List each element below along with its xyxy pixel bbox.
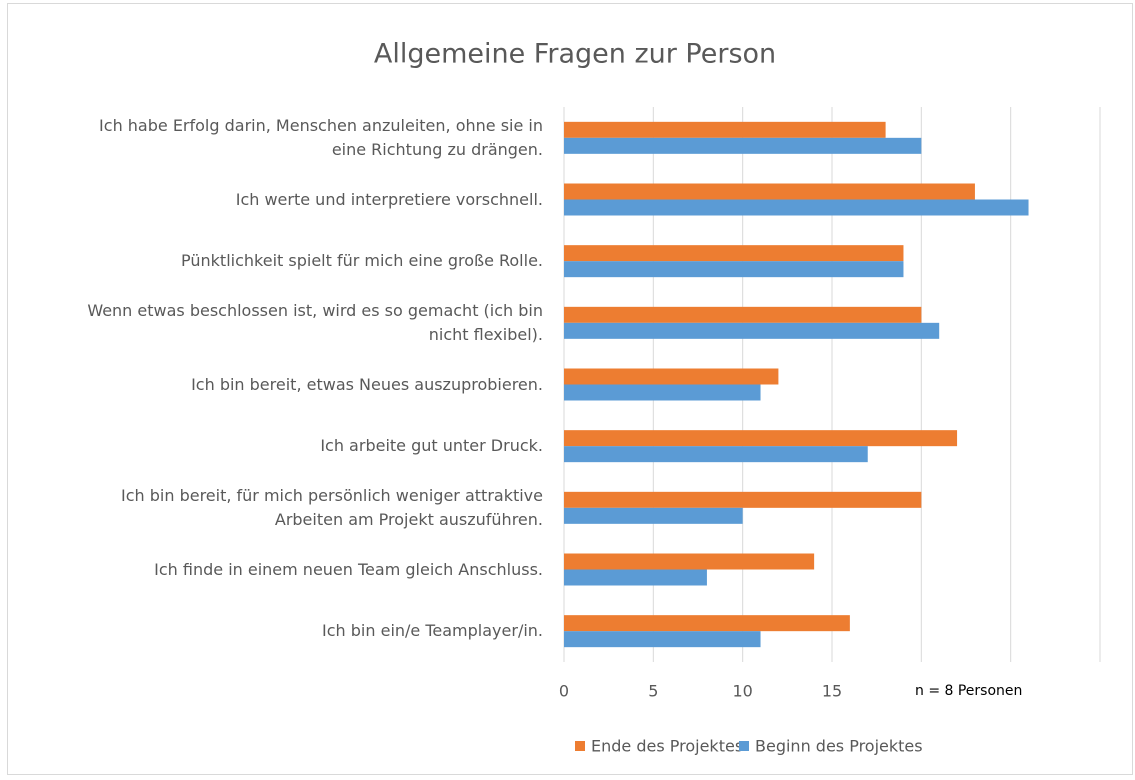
y-tick-label: Pünktlichkeit spielt für mich eine große…: [181, 251, 543, 271]
bar: [564, 183, 975, 200]
bar: [564, 491, 922, 508]
bar: [564, 631, 761, 648]
legend-label: Ende des Projektes: [591, 737, 743, 756]
bar: [564, 430, 958, 447]
bar: [564, 199, 1029, 216]
legend-label: Beginn des Projektes: [755, 737, 923, 756]
bar: [564, 322, 940, 339]
y-tick-label: Ich arbeite gut unter Druck.: [320, 436, 543, 456]
y-tick-label: Ich werte und interpretiere vorschnell.: [235, 189, 543, 209]
bar: [564, 615, 850, 632]
y-tick-label: Wenn etwas beschlossen ist, wird es so g…: [87, 300, 543, 344]
bar: [564, 569, 707, 586]
bar: [564, 137, 922, 154]
bar: [564, 507, 743, 524]
y-tick-label: Ich bin bereit, für mich persönlich weni…: [121, 485, 543, 529]
chart-title: Allgemeine Fragen zur Person: [374, 39, 776, 70]
annotation: n = 8 Personen: [915, 683, 1022, 699]
x-tick-label: 5: [648, 682, 658, 701]
bar: [564, 121, 886, 138]
bar: [564, 306, 922, 323]
y-tick-label: Ich finde in einem neuen Team gleich Ans…: [154, 559, 543, 579]
y-tick-label: Ich habe Erfolg darin, Menschen anzuleit…: [99, 115, 543, 159]
bar: [564, 368, 779, 385]
legend-swatch: [739, 741, 749, 751]
y-tick-label: Ich bin ein/e Teamplayer/in.: [322, 621, 543, 641]
bar: [564, 384, 761, 401]
legend-swatch: [575, 741, 585, 751]
bar: [564, 446, 868, 463]
x-tick-label: 15: [822, 682, 842, 701]
bar: [564, 261, 904, 278]
y-tick-label: Ich bin bereit, etwas Neues auszuprobier…: [191, 374, 543, 394]
bar: [564, 245, 904, 262]
x-tick-label: 10: [732, 682, 752, 701]
x-tick-label: 0: [559, 682, 569, 701]
bar: [564, 553, 815, 570]
